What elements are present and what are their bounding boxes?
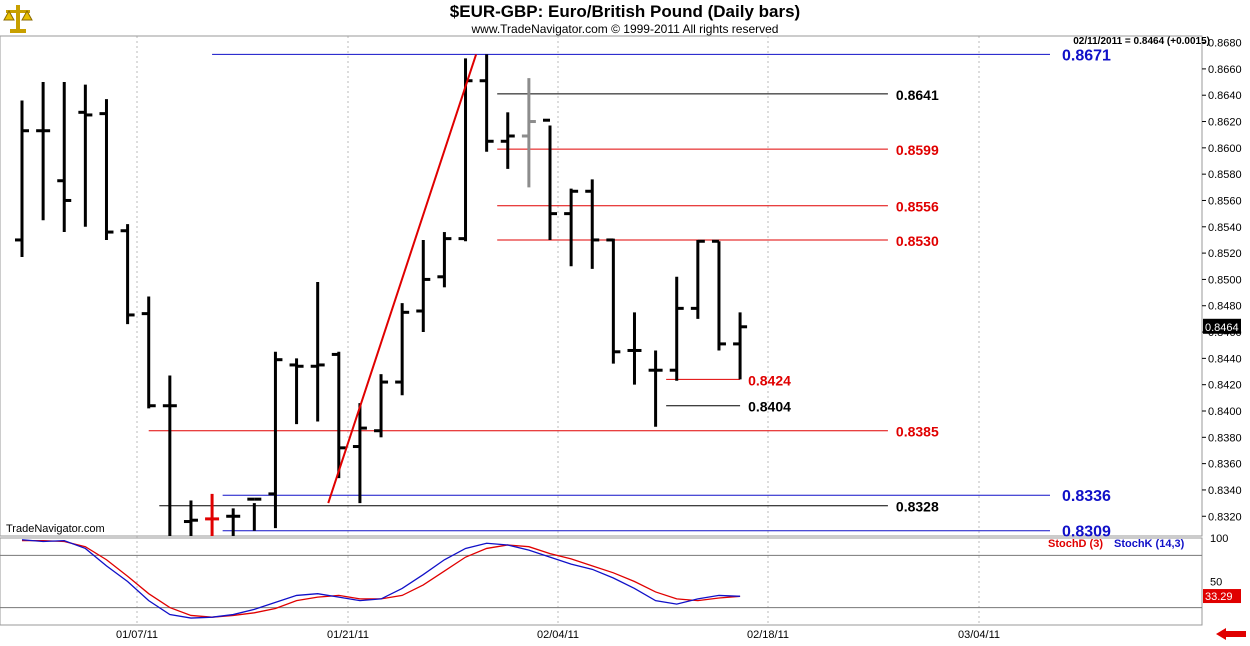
level-label: 0.8336 (1062, 488, 1111, 505)
last-price-box (1203, 318, 1241, 334)
stoch-frame (0, 537, 1203, 626)
price-tick-label: 0.8640 (1208, 90, 1242, 102)
date-label: 02/18/11 (747, 629, 789, 641)
watermark: TradeNavigator.com (6, 523, 105, 535)
stochastic-panel: 100 50 33.29 (0, 533, 1241, 626)
price-bars (15, 54, 748, 536)
chart-title: $EUR-GBP: Euro/British Pound (Daily bars… (449, 2, 801, 21)
stoch-tick-label: 100 (1210, 533, 1228, 545)
stochk-legend: StochK (14,3) (1114, 538, 1185, 550)
level-label: 0.8530 (896, 233, 939, 249)
last-price-label: 0.8464 (1205, 322, 1239, 334)
stochd-legend: StochD (3) (1048, 538, 1103, 550)
level-label: 0.8556 (896, 199, 939, 215)
price-readout: 02/11/2011 = 0.8464 (+0.0015) (1073, 36, 1210, 47)
level-label: 0.8671 (1062, 47, 1111, 64)
price-tick-label: 0.8480 (1208, 301, 1242, 313)
price-tick-label: 0.8560 (1208, 195, 1242, 207)
price-tick-label: 0.8680 (1208, 38, 1242, 50)
level-label: 0.8641 (896, 87, 939, 103)
price-tick-label: 0.8420 (1208, 380, 1242, 392)
stochd-line (22, 539, 741, 618)
level-label: 0.8309 (1062, 524, 1111, 541)
scales-logo-icon (3, 2, 33, 34)
price-tick-label: 0.8540 (1208, 222, 1242, 234)
trend-line (327, 54, 478, 504)
date-axis: 01/07/11 01/21/11 02/04/11 02/18/11 03/04/11 (116, 629, 1000, 641)
level-label: 0.8599 (896, 142, 939, 158)
level-label: 0.8385 (896, 424, 939, 440)
price-tick-label: 0.8620 (1208, 117, 1242, 129)
axes: 0.8680 0.8660 0.8640 0.8620 0.8600 0.8580 0.85… (0, 35, 1242, 537)
level-label: 0.8424 (748, 372, 791, 388)
price-tick-label: 0.8440 (1208, 353, 1242, 365)
price-tick-label: 0.8320 (1208, 511, 1242, 523)
price-tick-label: 0.8520 (1208, 248, 1242, 260)
date-label: 03/04/11 (958, 629, 1000, 641)
fib-levels: 0.8671 0.8641 0.8599 0.8556 0.8530 0.8424 0.84… (148, 47, 1111, 541)
price-tick-label: 0.8340 (1208, 485, 1242, 497)
price-tick-label: 0.8380 (1208, 432, 1242, 444)
grid-lines (136, 36, 980, 625)
chart-subtitle: www.TradeNavigator.com © 1999-2011 All r… (471, 22, 779, 36)
date-label: 01/21/11 (327, 629, 369, 641)
price-tick-label: 0.8600 (1208, 143, 1242, 155)
price-tick-label: 0.8360 (1208, 459, 1242, 471)
price-panel-frame (0, 35, 1203, 537)
stoch-value-box (1203, 589, 1241, 604)
trendline (327, 54, 478, 504)
price-tick-label: 0.8660 (1208, 64, 1242, 76)
level-label: 0.8328 (896, 499, 939, 515)
stoch-value-label: 33.29 (1205, 591, 1233, 603)
price-tick-label: 0.8500 (1208, 274, 1242, 286)
price-tick-label: 0.8400 (1208, 406, 1242, 418)
date-label: 02/04/11 (537, 629, 579, 641)
level-label: 0.8404 (748, 399, 791, 415)
stochk-line (21, 539, 741, 619)
stoch-tick-label: 50 (1210, 577, 1222, 589)
price-tick-label: 0.8580 (1208, 169, 1242, 181)
date-label: 01/07/11 (116, 629, 158, 641)
left-arrow-icon[interactable] (1214, 627, 1248, 641)
